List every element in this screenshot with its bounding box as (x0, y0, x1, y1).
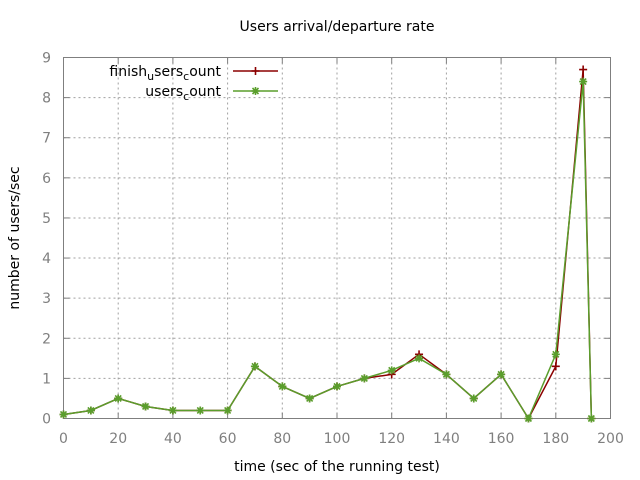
y-tick-label: 6 (42, 171, 51, 187)
legend-subscript: c (183, 70, 189, 83)
x-tick-label: 140 (433, 431, 460, 447)
y-tick-label: 2 (42, 331, 51, 347)
data-point-users_count (497, 370, 506, 379)
y-tick-label: 5 (42, 211, 51, 227)
series-finish_users_count (59, 65, 596, 423)
series-users_count (59, 77, 596, 423)
data-point-users_count (524, 414, 533, 423)
series-line-users_count (63, 80, 593, 420)
x-tick-label: 20 (109, 431, 127, 447)
x-tick-label: 40 (164, 431, 182, 447)
x-tick-label: 200 (597, 431, 624, 447)
y-tick-label: 9 (42, 51, 51, 67)
data-point-users_count (196, 406, 205, 415)
y-axis-title: number of users/sec (7, 166, 23, 309)
x-tick-label: 120 (378, 431, 405, 447)
x-tick-label: 160 (488, 431, 515, 447)
x-tick-label: 80 (273, 431, 291, 447)
data-point-users_count (360, 374, 369, 383)
data-point-users_count (579, 77, 588, 86)
data-point-users_count (587, 414, 596, 423)
data-point-finish_users_count (551, 362, 560, 371)
x-tick-label: 180 (542, 431, 569, 447)
x-tick-label: 0 (59, 431, 68, 447)
data-point-users_count (250, 362, 259, 371)
chart-title: Users arrival/departure rate (240, 19, 435, 35)
legend-subscript: u (147, 70, 154, 83)
data-point-users_count (387, 366, 396, 375)
data-point-users_count (305, 394, 314, 403)
data-point-users_count (168, 406, 177, 415)
plot-frame (63, 57, 611, 419)
legend-entry-users_count: userscount (145, 84, 278, 103)
data-point-users_count (114, 394, 123, 403)
legend-marker-finish_users_count (251, 67, 260, 75)
legend-subscript: c (183, 90, 189, 103)
legend-label-users_count: userscount (145, 84, 221, 103)
y-tick-label: 0 (42, 412, 51, 428)
legend-text-part: ount (189, 64, 221, 80)
grid (63, 57, 611, 419)
data-point-users_count (223, 406, 232, 415)
y-tick-label: 3 (42, 291, 51, 307)
legend-text-part: users (145, 84, 183, 100)
legend-text-part: ount (189, 84, 221, 100)
series-line-finish_users_count (63, 68, 593, 420)
data-point-users_count (551, 350, 560, 359)
y-tick-label: 8 (42, 91, 51, 107)
y-tick-label: 1 (42, 371, 51, 387)
legend-label-finish_users_count: finishuserscount (109, 64, 221, 83)
legend-text-part: sers (154, 64, 183, 80)
legend-entry-finish_users_count: finishuserscount (109, 64, 278, 83)
legend-text-part: finish (109, 64, 147, 80)
data-point-users_count (415, 354, 424, 363)
data-point-users_count (86, 406, 95, 415)
data-point-users_count (442, 370, 451, 379)
data-point-finish_users_count (579, 65, 588, 74)
axis-ticks: 0 20 40 60 80 100 120 140 160 180 200 0 1 2 3 4 5 6 7 8 9 (42, 51, 624, 448)
data-point-users_count (141, 402, 150, 411)
data-point-users_count (278, 382, 287, 391)
legend-marker-users_count (251, 87, 260, 95)
data-point-users_count (469, 394, 478, 403)
y-tick-label: 7 (42, 131, 51, 147)
x-tick-label: 60 (219, 431, 237, 447)
series (59, 65, 596, 423)
data-point-users_count (333, 382, 341, 391)
data-point-users_count (59, 410, 68, 419)
x-axis-title: time (sec of the running test) (234, 459, 440, 475)
y-tick-label: 4 (42, 251, 51, 267)
x-tick-label: 100 (324, 431, 351, 447)
